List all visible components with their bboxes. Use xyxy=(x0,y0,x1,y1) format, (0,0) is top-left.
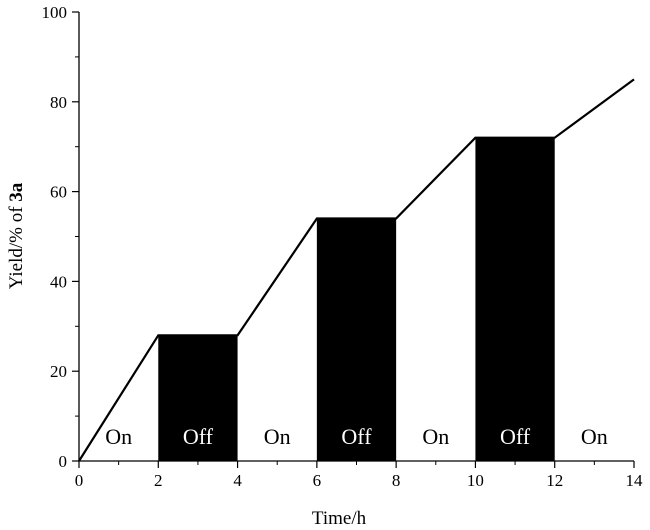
phase-label-2: On xyxy=(264,424,291,449)
phase-label-1: Off xyxy=(183,424,214,449)
x-tick-label: 0 xyxy=(75,471,84,490)
phase-label-6: On xyxy=(581,424,608,449)
x-tick-label: 6 xyxy=(313,471,322,490)
axis-titles: Time/h Yield/% of 3a xyxy=(6,182,367,529)
x-tick-label: 14 xyxy=(626,471,644,490)
x-axis-title: Time/h xyxy=(312,508,367,529)
yield-line xyxy=(78,78,635,462)
y-tick-label: 60 xyxy=(50,183,67,202)
phase-label-5: Off xyxy=(500,424,531,449)
phase-label-3: Off xyxy=(341,424,372,449)
y-axis-title-compound: 3a xyxy=(6,182,27,202)
phase-labels: On Off On Off On Off On xyxy=(105,424,608,449)
y-tick-label: 20 xyxy=(50,362,67,381)
x-tick-label: 10 xyxy=(467,471,484,490)
y-axis-title-text: Yield/% of xyxy=(6,202,27,290)
y-axis-title: Yield/% of 3a xyxy=(6,182,27,289)
y-tick-label: 40 xyxy=(50,272,67,291)
x-tick-label: 12 xyxy=(546,471,563,490)
phase-label-0: On xyxy=(105,424,132,449)
y-tick-label: 100 xyxy=(42,3,68,22)
off-bar-5 xyxy=(475,137,555,461)
x-tick-label: 4 xyxy=(233,471,242,490)
off-bars xyxy=(158,137,555,461)
off-bar-1 xyxy=(158,335,238,461)
y-tick-label: 80 xyxy=(50,93,67,112)
y-tick-label: 0 xyxy=(59,452,68,471)
phase-label-4: On xyxy=(422,424,449,449)
x-tick-label: 8 xyxy=(392,471,401,490)
x-tick-label: 2 xyxy=(154,471,163,490)
axes: 0 20 40 60 80 100 0 2 4 6 8 10 12 14 xyxy=(42,3,644,490)
off-bar-3 xyxy=(316,218,397,461)
series-line-0 xyxy=(78,78,635,462)
